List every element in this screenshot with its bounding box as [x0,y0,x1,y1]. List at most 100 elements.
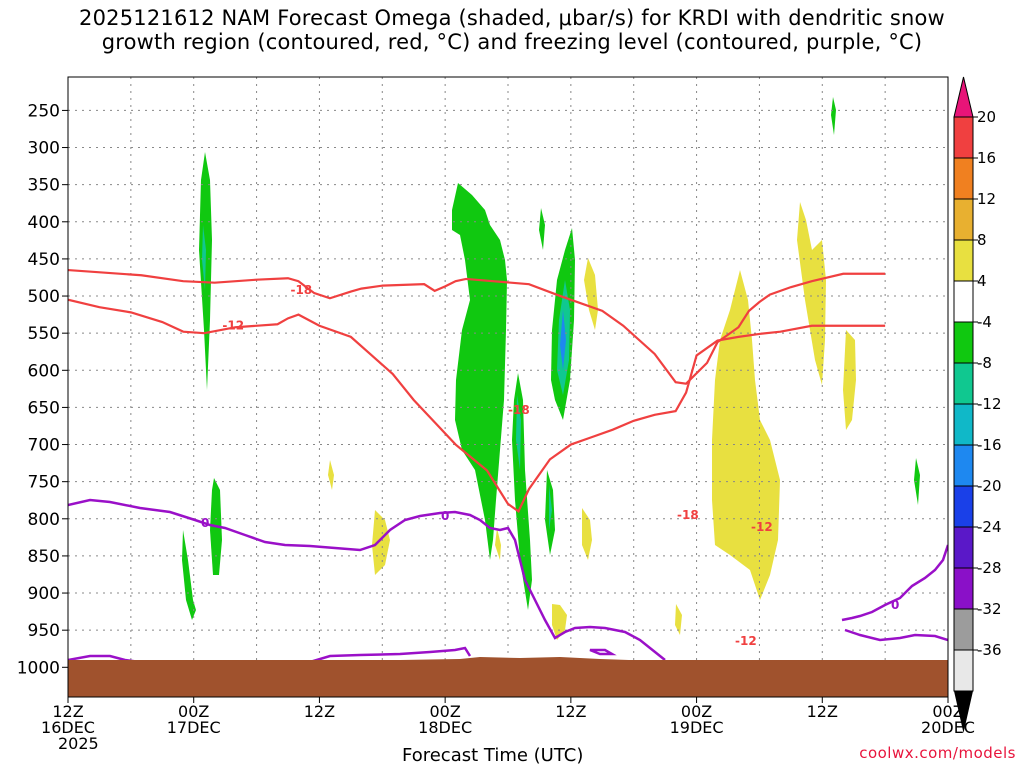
y-tick-label: 800 [28,510,60,530]
freezing-contour-label: 0 [441,509,449,523]
colorbar-bin [953,608,974,651]
omega-region [199,152,212,390]
dgz-contour-label: -18 [290,283,312,297]
colorbar-label: -12 [977,395,1002,413]
grid [68,77,948,697]
x-tick-label: 17DEC [167,718,221,737]
omega-region [516,395,521,470]
colorbar-label: -16 [977,436,1002,454]
x-tick-label: 00Z [932,702,963,721]
omega-region [539,208,545,250]
colorbar-label: 4 [977,272,987,290]
omega-region [582,508,592,560]
y-tick-label: 750 [28,473,60,493]
ground-top [68,657,948,670]
x-axis-title: Forecast Time (UTC) [402,745,584,766]
colorbar-bin [953,321,974,364]
dgz-contour-label: -12 [222,319,244,333]
x-tick-label: 20DEC [921,718,975,737]
dgz-contour-label: -12 [735,634,757,648]
x-tick-label: 00Z [681,702,712,721]
colorbar: 20 16 12 8 4 -4 -8 -12 -16 -20 -24 -28 -32 -36 [953,76,1002,733]
omega-region [584,258,598,330]
omega-region [328,460,334,490]
x-tick-label: 18DEC [418,718,472,737]
omega-shading [182,97,920,640]
x-tick-label: 12Z [304,702,335,721]
y-tick-label: 1000 [17,658,60,678]
freezing-contour-line [309,646,472,664]
contour-labels: -18 -12 [222,283,312,333]
omega-region [495,528,501,560]
freezing-level-contour [68,498,948,664]
plot-frame [67,76,949,698]
omega-region [182,530,196,620]
y-tick-label: 450 [28,250,60,270]
colorbar-label: -24 [977,518,1002,536]
freezing-contour-label: 0 [891,598,899,612]
y-tick-label: 900 [28,584,60,604]
freezing-contour-label: 0 [201,516,209,530]
x-tick-label: 12Z [555,702,586,721]
colorbar-bin [953,157,974,200]
freezing-contour-line [589,648,617,656]
colorbar-label: 20 [977,108,996,126]
colorbar-bin [953,362,974,405]
dgz-contour-line [68,268,886,385]
dgz-contour-label: -18 [508,403,530,417]
colorbar-bin [953,280,974,323]
colorbar-bin [953,485,974,528]
colorbar-label: 12 [977,190,996,208]
omega-region [712,270,780,600]
y-tick-label: 650 [28,398,60,418]
omega-region [843,330,856,430]
omega-region [675,604,682,635]
y-tick-label: 350 [28,176,60,196]
y-tick-label: 300 [28,139,60,159]
colorbar-bin [953,526,974,569]
y-tick-label: 700 [28,436,60,456]
y-tick-label: 550 [28,324,60,344]
colorbar-bin [953,239,974,282]
colorbar-bin [953,403,974,446]
x-tick-label: 12Z [52,702,83,721]
omega-region [202,225,206,290]
omega-region [549,485,552,530]
x-tick-label: 2025 [58,734,99,753]
omega-region [552,604,567,640]
colorbar-label: -32 [977,600,1002,618]
credit-text: coolwx.com/models [859,744,1016,762]
freezing-contour-line [844,628,948,642]
colorbar-bin [953,198,974,241]
omega-region [831,97,836,135]
dgz-contour-line [68,298,886,514]
x-tick-label: 16DEC [41,718,95,737]
chart-title-line2: growth region (contoured, red, °C) and f… [101,30,923,54]
y-tick-label: 950 [28,621,60,641]
colorbar-bin [953,444,974,487]
dgz-contour-label: -12 [751,520,773,534]
colorbar-label: 16 [977,149,996,167]
chart-title-line1: 2025121612 NAM Forecast Omega (shaded, μ… [79,6,945,30]
dgz-contour-label: -18 [677,508,699,522]
x-tick-label: 00Z [178,702,209,721]
omega-region [452,183,507,560]
colorbar-label: -20 [977,477,1002,495]
y-tick-label: 850 [28,547,60,567]
x-tick-label: 19DEC [670,718,724,737]
colorbar-bin [953,649,974,692]
dgz-contours [68,268,886,514]
y-axis: 250 300 350 400 450 500 550 600 650 700 750 800 850 9… [17,101,68,678]
colorbar-label: -4 [977,313,992,331]
x-tick-label: 12Z [807,702,838,721]
omega-region [797,202,826,385]
colorbar-label: 8 [977,231,987,249]
freezing-contour-line [68,498,666,661]
y-tick-label: 400 [28,213,60,233]
colorbar-bin [953,116,974,159]
colorbar-cap-top [953,76,974,118]
freezing-contour-line [841,544,948,622]
colorbar-cap-bottom [954,691,973,733]
omega-region [914,458,920,505]
